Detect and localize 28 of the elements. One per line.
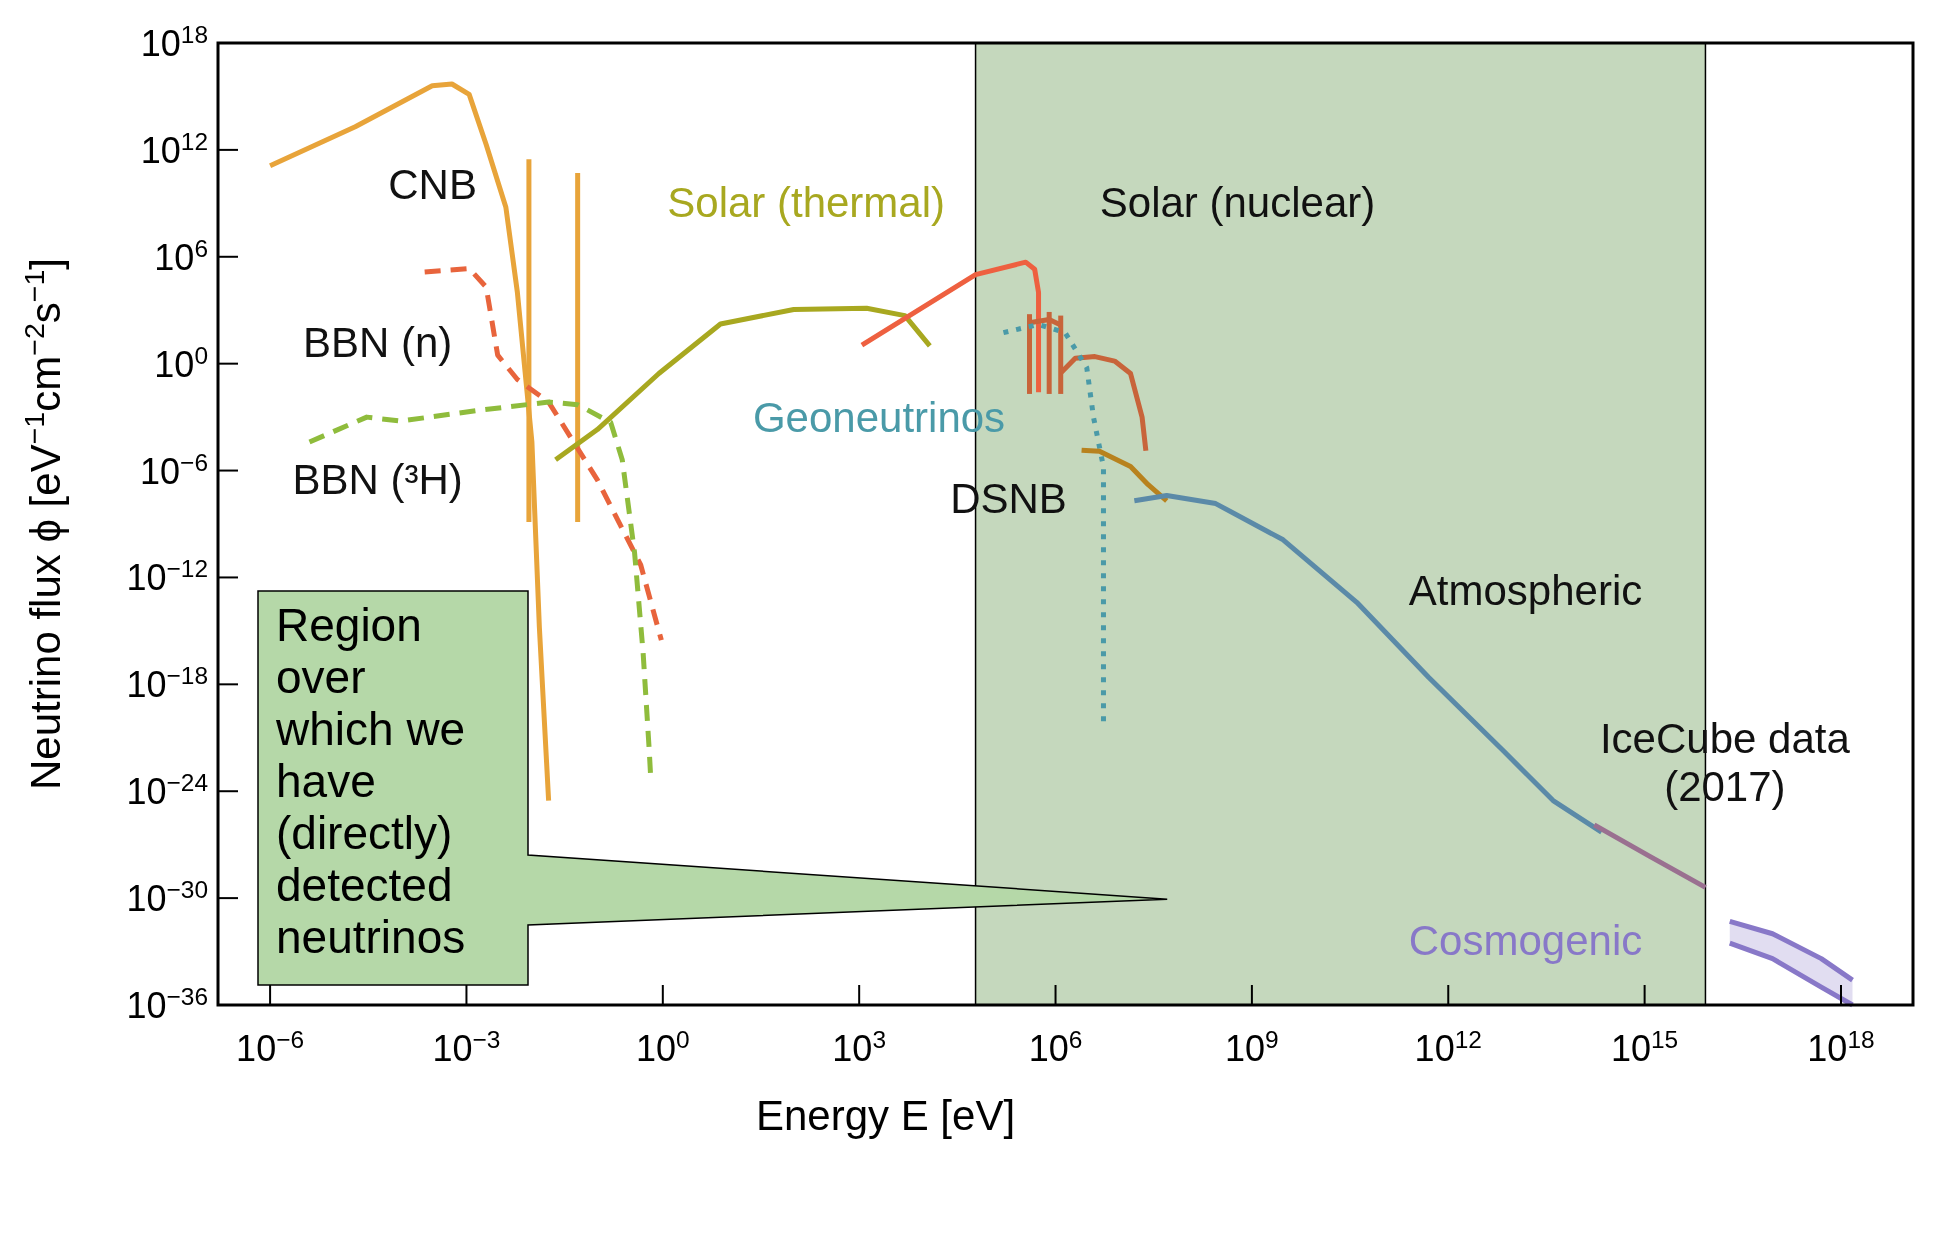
y-tick-label: 10$^{6}$ xyxy=(154,234,208,278)
text: Cosmogenic xyxy=(1408,916,1643,964)
x-tick-label: 10$^{−6}$ xyxy=(236,1025,305,1069)
y-tick-label: 10$^{−30}$ xyxy=(126,875,208,920)
x-tick-label: 10$^{3}$ xyxy=(832,1025,886,1069)
y-tick-label: 10$^{−24}$ xyxy=(126,768,208,813)
series-label: Atmospheric xyxy=(1408,567,1643,615)
y-tick-label: 10$^{−36}$ xyxy=(126,982,208,1026)
text: Solar (thermal) xyxy=(667,179,946,227)
annotation: Region over which we have (directly) detected neutrinos xyxy=(275,599,466,963)
y-tick-label: 10$^{−12}$ xyxy=(126,554,208,599)
x-tick-label: 10$^{12}$ xyxy=(1414,1025,1482,1069)
x-tick-label: 10$^{−3}$ xyxy=(432,1025,501,1069)
y-tick-label: 10$^{0}$ xyxy=(154,341,208,385)
x-tick-label: 10$^{18}$ xyxy=(1807,1025,1875,1069)
x-axis-title: Energy E [eV] xyxy=(755,1092,1016,1139)
y-tick-label: 10$^{12}$ xyxy=(140,127,208,171)
x-tick-label: 10$^{15}$ xyxy=(1610,1025,1679,1069)
y-tick-label: 10$^{−6}$ xyxy=(140,448,208,492)
y-tick-label: 10$^{−18}$ xyxy=(126,661,208,706)
series-label: CNB xyxy=(388,161,477,209)
series-label: BBN (n) xyxy=(302,318,453,366)
series-label: BBN (³H) xyxy=(292,455,463,503)
x-tick-label: 10$^{9}$ xyxy=(1225,1025,1279,1069)
y-tick-label: 10$^{18}$ xyxy=(140,20,208,64)
series-label: Solar (nuclear) xyxy=(1099,179,1376,227)
x-tick-label: 10$^{0}$ xyxy=(635,1025,690,1069)
x-tick-label: 10$^{6}$ xyxy=(1028,1025,1083,1069)
